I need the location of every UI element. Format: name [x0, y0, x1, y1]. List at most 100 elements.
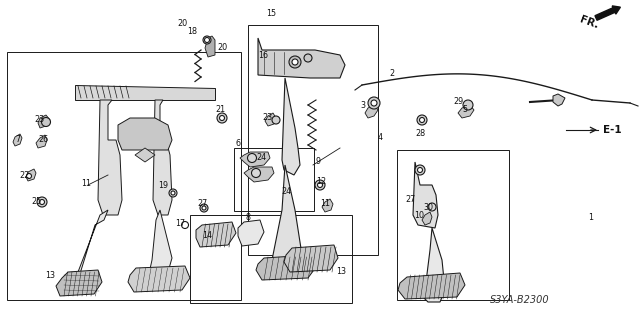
Text: 28: 28: [415, 129, 425, 137]
Text: 24: 24: [281, 188, 291, 197]
Circle shape: [42, 117, 51, 127]
Polygon shape: [322, 199, 333, 212]
Circle shape: [317, 182, 323, 188]
Polygon shape: [153, 100, 172, 215]
Bar: [190, 215, 352, 303]
Text: 27: 27: [198, 198, 208, 207]
Polygon shape: [56, 270, 102, 296]
Text: 20: 20: [217, 42, 227, 51]
Text: 26: 26: [38, 136, 48, 145]
Polygon shape: [422, 228, 445, 302]
Polygon shape: [205, 36, 215, 57]
Text: 25: 25: [31, 197, 41, 205]
Circle shape: [37, 197, 47, 207]
Text: 10: 10: [414, 211, 424, 219]
Polygon shape: [148, 210, 172, 282]
Text: 6: 6: [236, 139, 241, 149]
Text: 13: 13: [45, 271, 55, 279]
Circle shape: [417, 115, 427, 125]
Text: 11: 11: [81, 179, 91, 188]
Bar: [7, 52, 241, 300]
Circle shape: [428, 203, 436, 211]
Circle shape: [315, 180, 325, 190]
Polygon shape: [422, 212, 432, 225]
Polygon shape: [36, 135, 47, 148]
Text: 5: 5: [463, 106, 468, 115]
Polygon shape: [244, 167, 274, 182]
Text: 1: 1: [589, 213, 593, 222]
Polygon shape: [413, 162, 438, 228]
Circle shape: [272, 116, 280, 124]
Polygon shape: [458, 105, 474, 118]
Polygon shape: [265, 113, 276, 126]
Polygon shape: [13, 134, 22, 146]
Circle shape: [463, 100, 473, 110]
Polygon shape: [118, 118, 172, 150]
Bar: [248, 25, 378, 255]
Polygon shape: [75, 85, 215, 100]
Text: FR.: FR.: [578, 14, 600, 30]
Polygon shape: [240, 152, 270, 167]
Circle shape: [26, 174, 31, 179]
Circle shape: [304, 54, 312, 62]
Circle shape: [200, 204, 208, 212]
Circle shape: [169, 189, 177, 197]
Polygon shape: [365, 105, 378, 118]
Circle shape: [415, 165, 425, 175]
Polygon shape: [135, 148, 155, 162]
Circle shape: [248, 153, 257, 162]
Polygon shape: [258, 38, 345, 78]
FancyArrow shape: [595, 6, 620, 20]
Circle shape: [182, 221, 189, 228]
Text: 27: 27: [406, 195, 416, 204]
Circle shape: [368, 97, 380, 109]
Text: 23: 23: [34, 115, 44, 124]
Text: 9: 9: [316, 158, 321, 167]
Text: S3YA-B2300: S3YA-B2300: [490, 295, 550, 305]
Text: 4: 4: [378, 133, 383, 143]
Polygon shape: [238, 220, 264, 246]
Polygon shape: [282, 78, 300, 175]
Circle shape: [205, 38, 209, 42]
Text: 30: 30: [423, 203, 433, 211]
Text: 3: 3: [360, 100, 365, 109]
Circle shape: [252, 168, 260, 177]
Circle shape: [417, 167, 422, 173]
Circle shape: [220, 115, 225, 121]
Polygon shape: [284, 245, 338, 272]
Circle shape: [202, 206, 206, 210]
Text: 23: 23: [262, 114, 272, 122]
Circle shape: [292, 59, 298, 65]
Text: 17: 17: [175, 219, 185, 227]
Text: 15: 15: [266, 10, 276, 19]
Polygon shape: [398, 273, 465, 299]
Text: E-1: E-1: [603, 125, 621, 135]
Text: 20: 20: [177, 19, 187, 27]
Text: 7: 7: [15, 135, 20, 144]
Bar: [397, 150, 509, 300]
Text: 22: 22: [20, 170, 30, 180]
Polygon shape: [98, 100, 122, 215]
Polygon shape: [256, 255, 316, 280]
Text: 11: 11: [320, 198, 330, 207]
Text: 2: 2: [389, 69, 395, 78]
Text: 12: 12: [316, 176, 326, 186]
Polygon shape: [26, 169, 36, 181]
Text: 19: 19: [158, 182, 168, 190]
Circle shape: [289, 56, 301, 68]
Polygon shape: [38, 115, 50, 128]
Polygon shape: [272, 165, 302, 268]
Circle shape: [371, 100, 377, 106]
Text: 18: 18: [187, 26, 197, 35]
Text: 29: 29: [454, 98, 464, 107]
Text: 13: 13: [336, 268, 346, 277]
Text: 8: 8: [246, 213, 250, 222]
Circle shape: [40, 199, 45, 204]
Text: 21: 21: [215, 106, 225, 115]
Text: 14: 14: [202, 232, 212, 241]
Text: 24: 24: [256, 152, 266, 161]
Circle shape: [203, 36, 211, 44]
Circle shape: [419, 117, 424, 122]
Bar: [234, 148, 314, 211]
Polygon shape: [553, 94, 565, 106]
